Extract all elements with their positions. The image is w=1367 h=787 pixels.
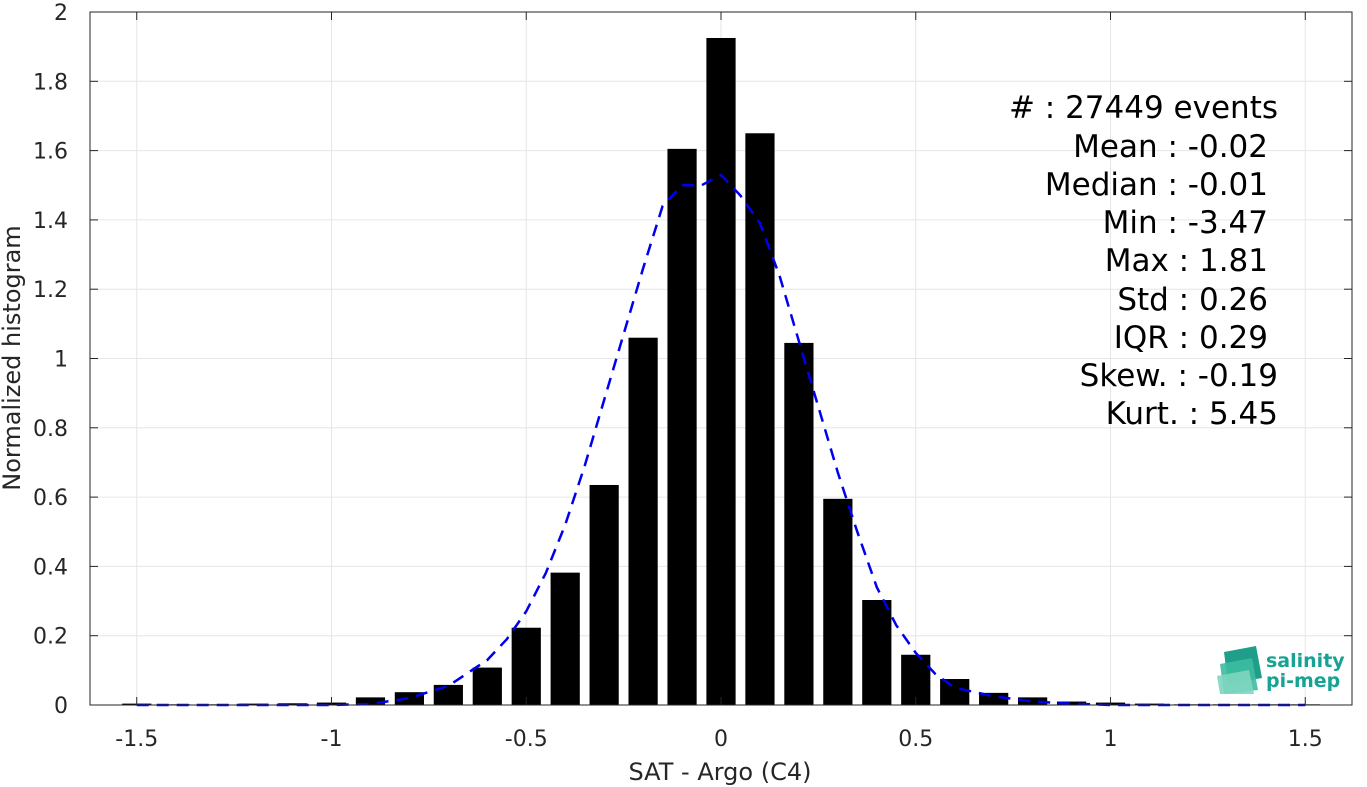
histogram-bar [745, 133, 775, 705]
stats-annotation: # : 27449 events Mean : -0.02 Median : -… [1009, 90, 1278, 432]
x-axis-title: SAT - Argo (C4) [629, 758, 812, 786]
x-tick-label: 0.5 [898, 727, 933, 752]
y-tick-label: 0.8 [33, 417, 68, 442]
histogram-bar [784, 342, 814, 705]
histogram-bar [823, 498, 853, 705]
histogram-bar [511, 627, 541, 705]
x-tick-label: 1.5 [1288, 727, 1323, 752]
y-axis-title: Normalized histogram [0, 225, 26, 490]
stat-event-count: # : 27449 events [1009, 90, 1278, 126]
y-tick-label: 0.2 [33, 625, 68, 650]
stat-iqr: IQR : 0.29 [1114, 320, 1268, 356]
y-tick-label: 1.2 [33, 278, 68, 303]
y-tick-label: 1 [54, 348, 68, 373]
y-tick-label: 0.4 [33, 555, 68, 580]
histogram-bar [1056, 701, 1087, 705]
y-tick-label: 0 [54, 694, 68, 719]
x-tick-label: -1.5 [115, 727, 158, 752]
y-axis-ticks: 0 0.2 0.4 0.6 0.8 1 1.2 1.4 1.6 1.8 2 [33, 1, 1352, 719]
histogram-bar [1017, 697, 1048, 705]
logo-text-salinity: salinity [1266, 650, 1345, 672]
histogram-bar [355, 697, 386, 705]
logo-mark-icon [1217, 646, 1262, 694]
y-tick-label: 1.8 [33, 70, 68, 95]
y-tick-label: 0.6 [33, 486, 68, 511]
gaussian-fit-line [136, 173, 1306, 707]
histogram-bar [667, 148, 697, 705]
histogram-bar [706, 37, 736, 706]
histogram-bar [940, 679, 970, 705]
histogram-bar [238, 703, 269, 705]
stat-kurt: Kurt. : 5.45 [1106, 396, 1278, 432]
x-axis-ticks: -1.5 -1 -0.5 0 0.5 1 1.5 [115, 12, 1323, 752]
histogram-bar [628, 337, 658, 705]
logo-text-pi-mep: pi-mep [1266, 670, 1340, 692]
histogram-bar [550, 572, 580, 705]
salinity-pi-mep-logo: salinity pi-mep [1217, 646, 1345, 694]
stat-max: Max : 1.81 [1105, 243, 1268, 279]
histogram-bar [277, 703, 308, 705]
stat-median: Median : -0.01 [1045, 167, 1268, 203]
y-tick-label: 1.6 [33, 140, 68, 165]
histogram-bar [472, 667, 502, 705]
histogram-bar [901, 654, 931, 705]
y-tick-label: 1.4 [33, 209, 68, 234]
x-tick-label: 0 [714, 727, 728, 752]
histogram-bar [862, 600, 892, 705]
stat-std: Std : 0.26 [1117, 282, 1268, 318]
stat-skew: Skew. : -0.19 [1080, 358, 1278, 394]
x-tick-label: -0.5 [505, 727, 548, 752]
stat-min: Min : -3.47 [1103, 205, 1268, 241]
x-tick-label: -1 [321, 727, 343, 752]
y-tick-label: 2 [54, 1, 68, 26]
histogram-bar [589, 484, 619, 705]
stat-mean: Mean : -0.02 [1073, 129, 1268, 165]
x-tick-label: 1 [1104, 727, 1118, 752]
histogram-bar [433, 684, 463, 705]
